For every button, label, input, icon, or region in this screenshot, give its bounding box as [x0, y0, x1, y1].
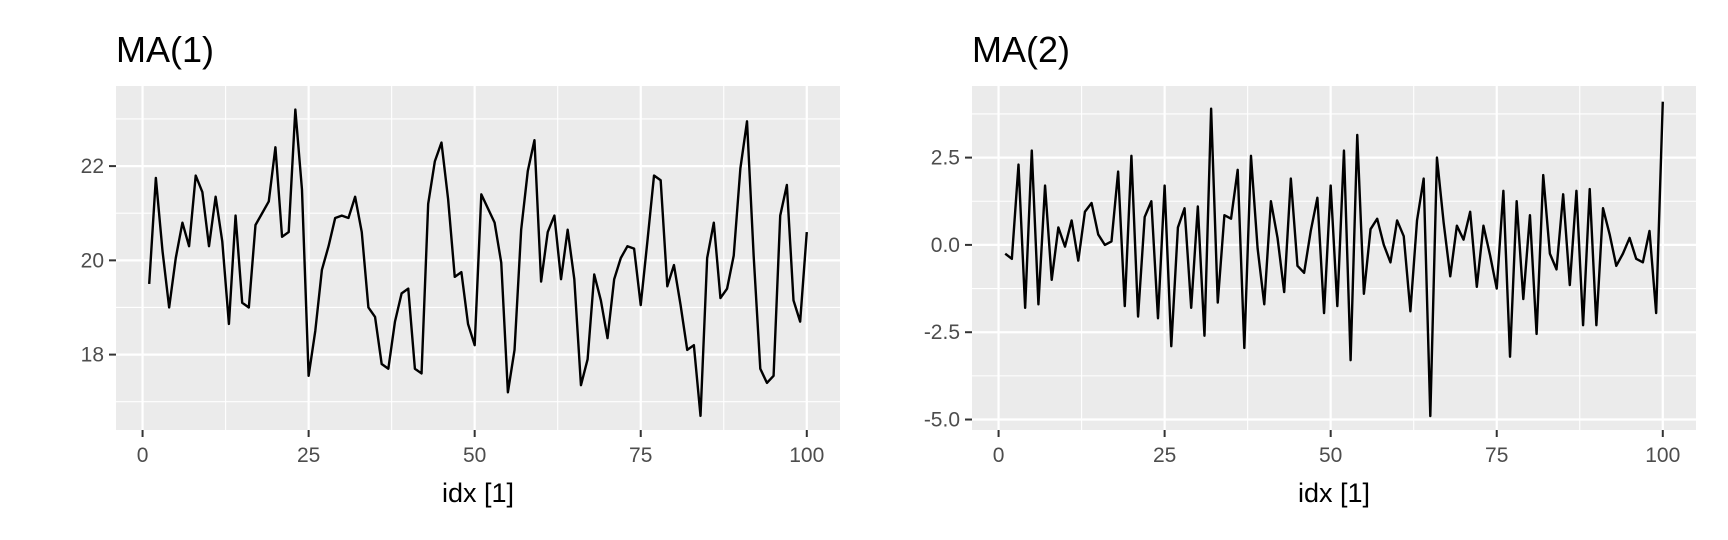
- chart-title: MA(2): [972, 29, 1070, 70]
- series-line-1: [148, 108, 808, 418]
- y-tick-label: 18: [81, 344, 104, 367]
- x-axis-title: idx [1]: [442, 478, 514, 508]
- series-line-1: [1004, 101, 1664, 418]
- x-axis-title: idx [1]: [1298, 478, 1370, 508]
- y-tick-label: 20: [81, 249, 104, 272]
- x-tick-label: 100: [789, 444, 824, 467]
- chart-panel-2: MA(2) -5.0 -2.5 0.0 2.5 0 25 50 75 100 idx [1]: [924, 29, 1696, 508]
- x-tick-label: 25: [297, 444, 320, 467]
- y-tick-label: 22: [81, 155, 104, 178]
- x-tick-label: 75: [629, 444, 652, 467]
- chart-panel-1: MA(1) 18 20 22 0 25 50 75 100 idx [1]: [81, 29, 840, 508]
- x-tick-label: 25: [1153, 444, 1176, 467]
- x-tick-label: 50: [1319, 444, 1342, 467]
- x-tick-label: 50: [463, 444, 486, 467]
- y-tick-label: -2.5: [924, 321, 960, 344]
- chart-title: MA(1): [116, 29, 214, 70]
- y-tick-label: 2.5: [931, 147, 960, 170]
- y-tick-label: -5.0: [924, 409, 960, 432]
- x-tick-label: 75: [1485, 444, 1508, 467]
- x-tick-label: 0: [993, 444, 1005, 467]
- y-tick-label: 0.0: [931, 234, 960, 257]
- x-tick-label: 100: [1645, 444, 1680, 467]
- x-tick-label: 0: [137, 444, 149, 467]
